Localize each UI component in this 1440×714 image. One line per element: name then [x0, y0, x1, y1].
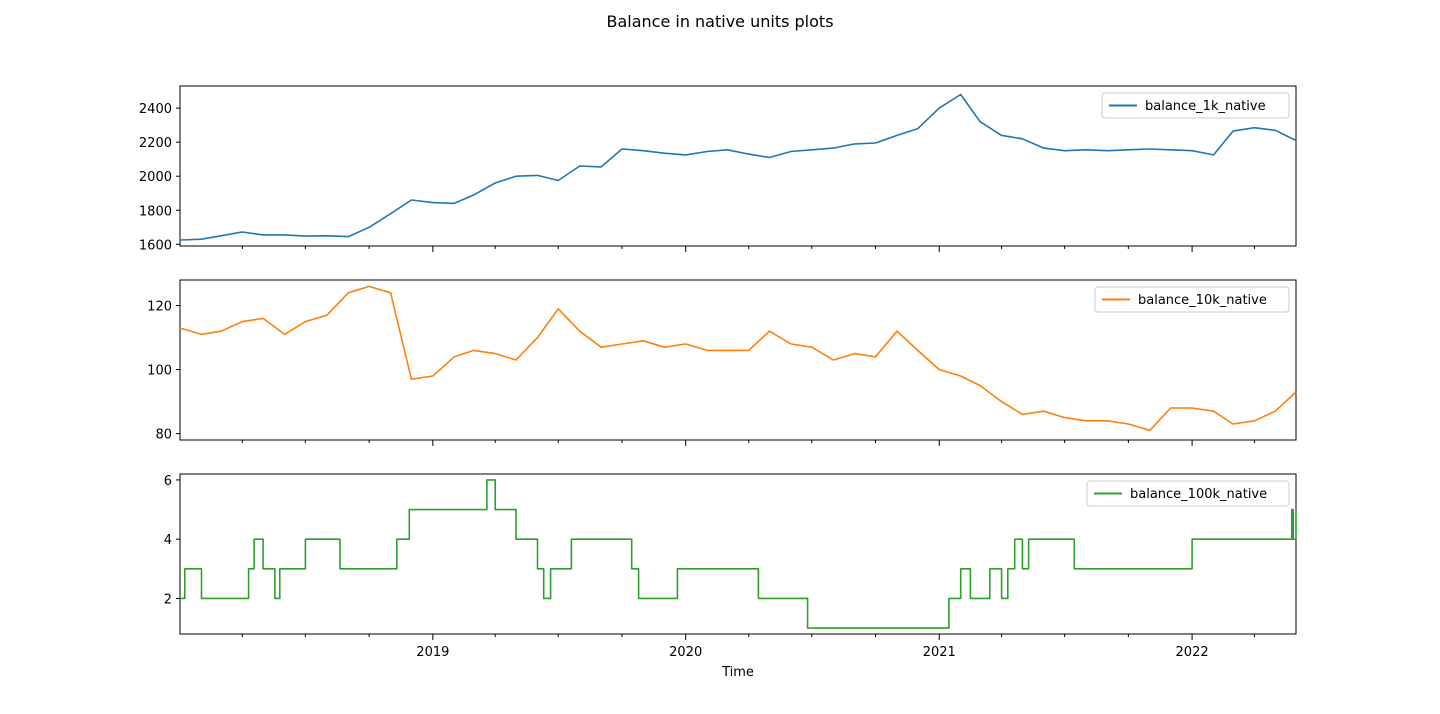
x-tick-label: 2019: [416, 645, 449, 660]
x-tick-label: 2020: [669, 645, 702, 660]
axes-frame: [179, 473, 1297, 635]
x-tick-label: 2022: [1176, 645, 1209, 660]
panel-balance_10k_native: 80 100 120 balance_10k_native: [147, 279, 1297, 446]
y-tick-label: 2000: [139, 170, 172, 185]
y-tick-label: 2400: [139, 102, 172, 117]
y-tick-label: 1600: [139, 238, 172, 253]
series-line-balance_100k_native: [180, 479, 1297, 629]
axes-frame: [179, 279, 1297, 441]
y-tick-label: 6: [164, 474, 172, 489]
panels-layer: 1600 1800 2000 2200 2400 balance_1k_native 80 1…: [139, 85, 1297, 660]
y-tick-label: 2200: [139, 136, 172, 151]
y-tick-label: 1800: [139, 204, 172, 219]
legend-box: [1094, 286, 1290, 313]
panel-balance_1k_native: 1600 1800 2000 2200 2400 balance_1k_native: [139, 85, 1297, 253]
y-tick-label: 80: [155, 428, 172, 443]
legend: balance_1k_native: [1101, 92, 1290, 119]
axes-frame: [179, 85, 1297, 247]
panel-balance_100k_native: 2 4 6 balance_100k_native: [164, 473, 1297, 640]
x-axis-label: Time: [721, 665, 754, 680]
legend-label: balance_10k_native: [1138, 293, 1267, 308]
y-tick-label: 2: [164, 592, 172, 607]
legend: balance_10k_native: [1094, 286, 1290, 313]
y-tick-label: 120: [147, 300, 172, 315]
x-tick-label: 2021: [923, 645, 956, 660]
y-tick-label: 100: [147, 364, 172, 379]
legend-label: balance_1k_native: [1145, 99, 1266, 114]
series-line-balance_10k_native: [179, 285, 1297, 432]
chart-title: Balance in native units plots: [606, 12, 833, 31]
legend-box: [1101, 92, 1290, 119]
legend-label: balance_100k_native: [1130, 487, 1267, 502]
legend: balance_100k_native: [1086, 480, 1290, 507]
y-tick-label: 4: [164, 533, 172, 548]
legend-box: [1086, 480, 1290, 507]
series-line-balance_1k_native: [179, 93, 1297, 241]
